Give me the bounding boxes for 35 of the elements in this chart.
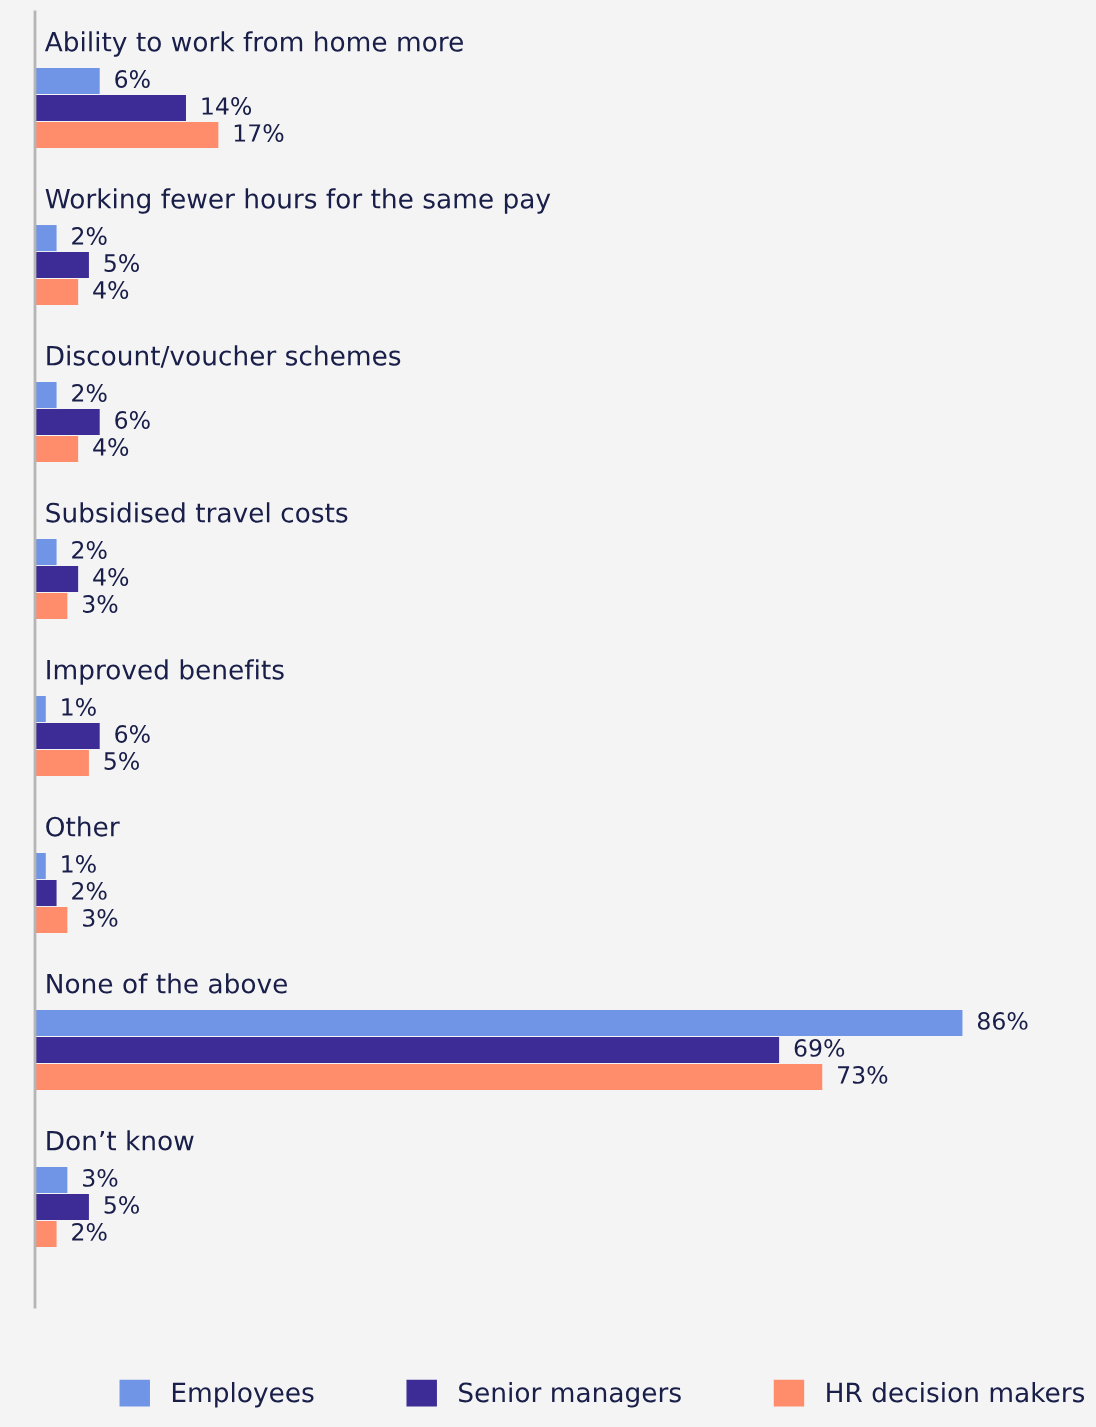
data-label: 2% — [72, 1222, 107, 1241]
y-tick-label: Subsidised travel costs — [46, 502, 348, 523]
data-label: 73% — [838, 1066, 888, 1084]
data-label: 5% — [104, 1195, 139, 1214]
legend-label: Employees — [172, 1381, 314, 1408]
data-label: 3% — [83, 909, 118, 927]
data-label: 4% — [93, 281, 129, 299]
data-label: 6% — [115, 70, 150, 88]
y-tick-label: None of the above — [47, 973, 287, 994]
data-label: 1% — [62, 855, 96, 873]
data-label: 3% — [83, 1168, 118, 1187]
data-label: 69% — [794, 1039, 845, 1057]
data-label: 86% — [977, 1012, 1028, 1030]
data-label: 2% — [72, 541, 107, 559]
data-label: 1% — [62, 698, 96, 716]
data-label: 5% — [104, 752, 139, 770]
y-tick-label: Ability to work from home more — [44, 31, 463, 57]
data-label: 17% — [234, 124, 284, 142]
y-tick-label: Discount/voucher schemes — [47, 345, 401, 368]
legend-label: Senior managers — [459, 1381, 681, 1408]
data-label: 6% — [115, 725, 150, 743]
data-label: 4% — [93, 438, 129, 456]
data-label: 2% — [72, 882, 107, 900]
y-tick-label: Other — [46, 816, 120, 837]
legend-label: HR decision makers — [827, 1381, 1085, 1403]
data-label: 2% — [72, 384, 107, 402]
y-tick-label: Don’t know — [47, 1130, 194, 1151]
data-label: 5% — [104, 254, 139, 272]
data-label: 14% — [202, 97, 252, 115]
data-label: 2% — [72, 227, 107, 245]
y-tick-label: Working fewer hours for the same pay — [45, 188, 551, 214]
y-tick-label: Improved benefits — [47, 659, 284, 685]
data-label: 6% — [115, 411, 150, 429]
data-label: 3% — [83, 595, 118, 613]
data-label: 4% — [93, 568, 129, 586]
